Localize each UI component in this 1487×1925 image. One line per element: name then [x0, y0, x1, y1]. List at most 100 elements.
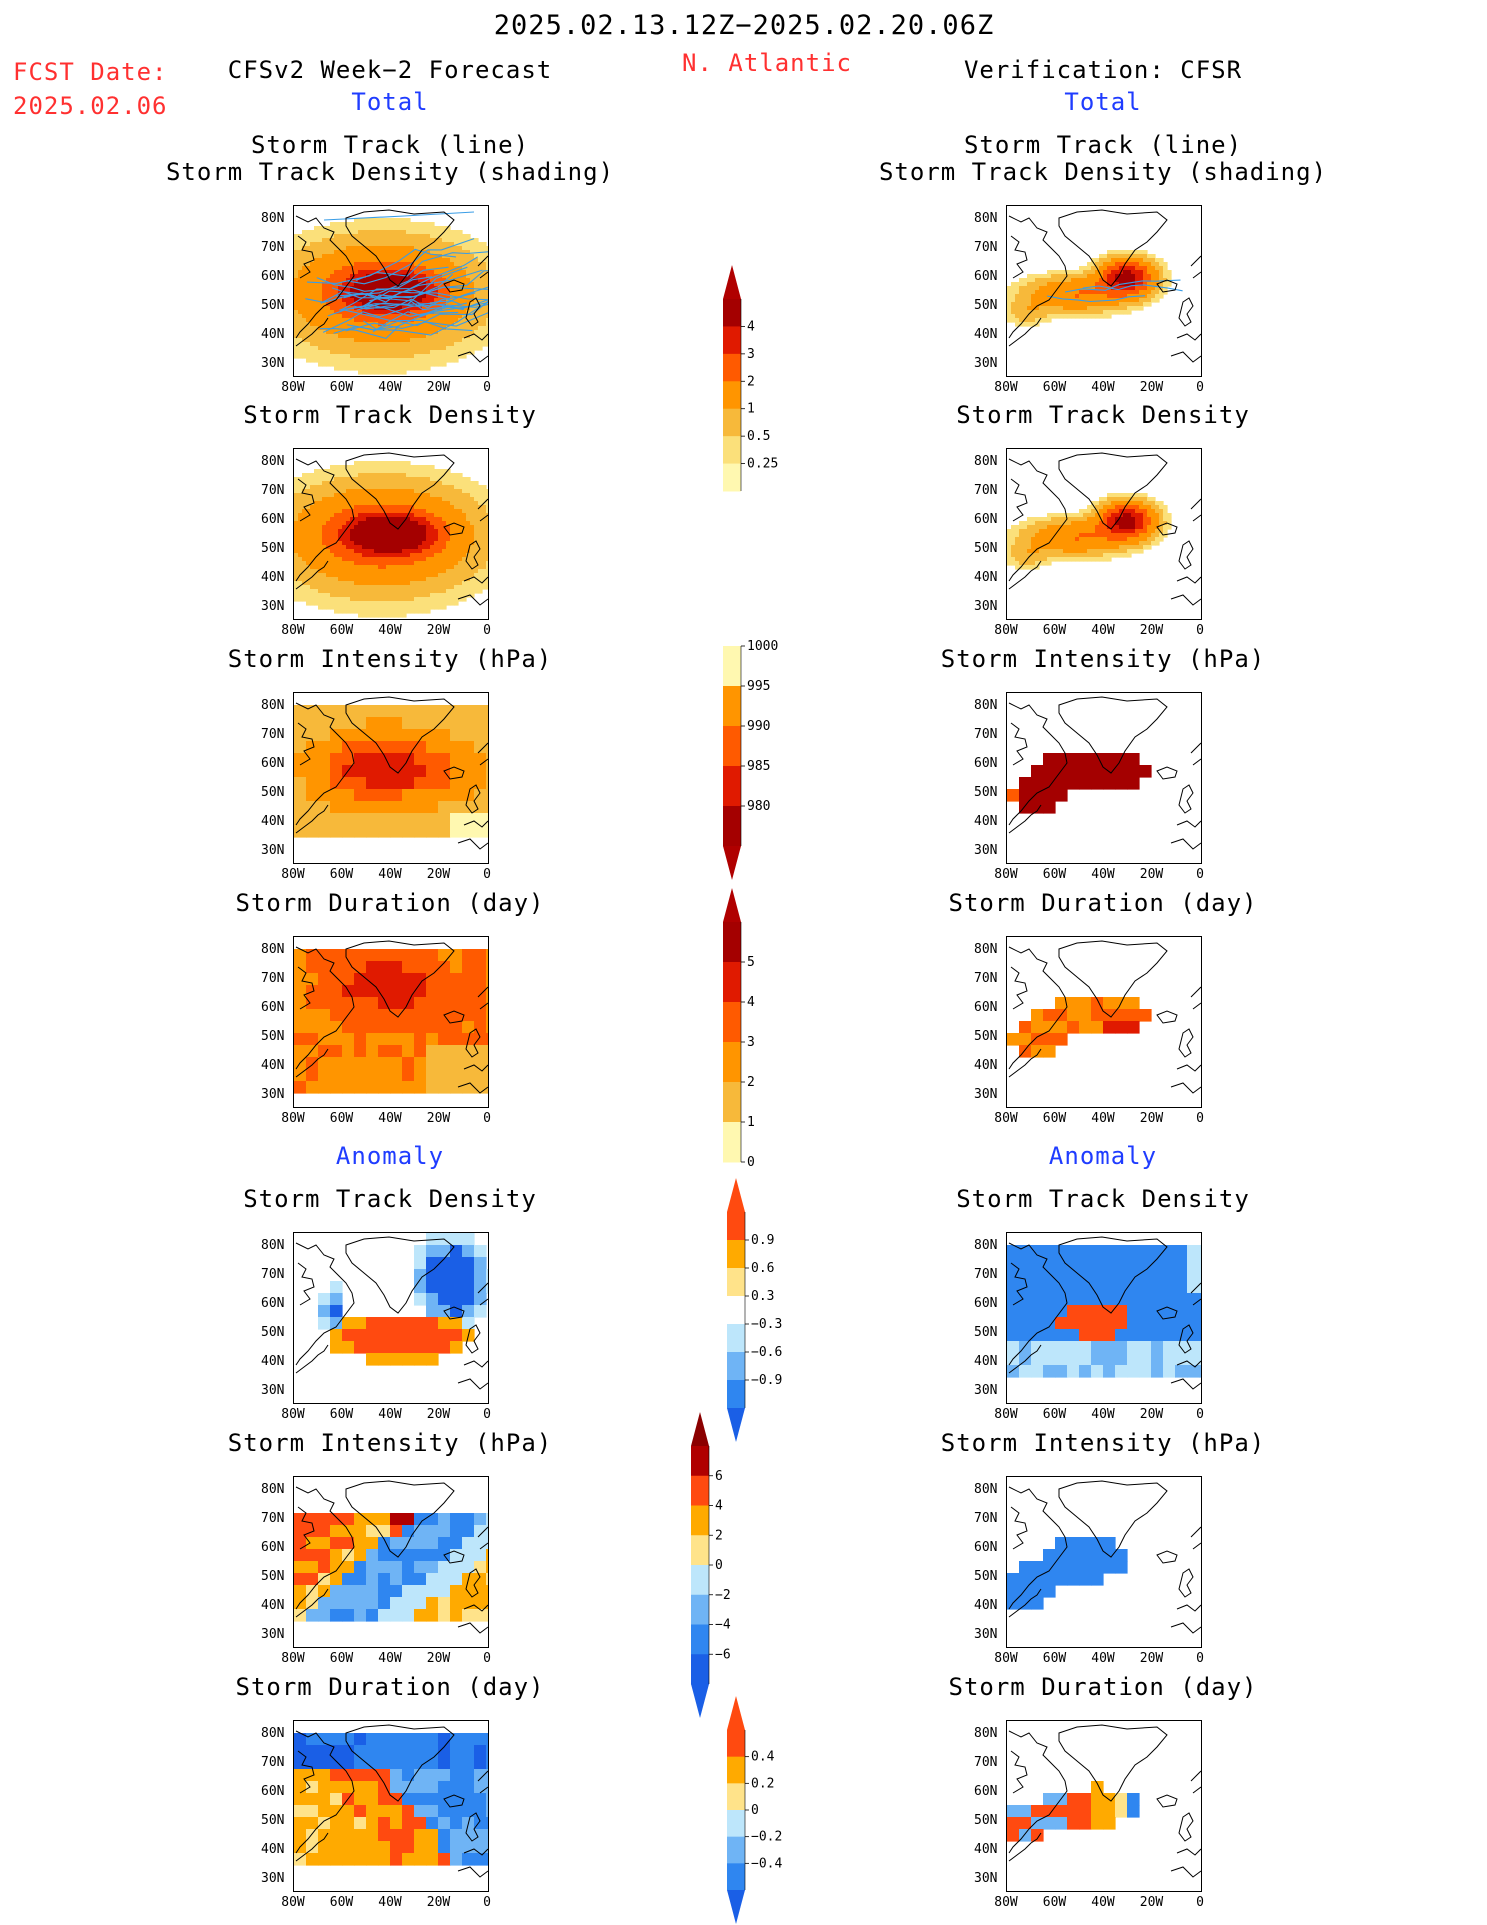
grid-cell: [318, 753, 331, 766]
grid-cell: [306, 537, 311, 542]
grid-cell: [1087, 549, 1092, 554]
grid-cell: [330, 246, 335, 251]
grid-cell: [462, 589, 467, 594]
grid-cell: [346, 505, 351, 510]
grid-cell: [438, 230, 443, 235]
grid-cell: [334, 242, 339, 247]
grid-cell: [374, 597, 379, 602]
grid-cell: [378, 557, 383, 562]
grid-cell: [386, 254, 391, 259]
grid-cell: [298, 274, 303, 279]
grid-cell: [366, 238, 371, 243]
grid-cell: [382, 525, 387, 530]
grid-cell: [318, 497, 323, 502]
grid-cell: [454, 589, 459, 594]
grid-cell: [322, 262, 327, 267]
grid-cell: [382, 585, 387, 590]
grid-cell: [354, 581, 359, 586]
grid-cell: [430, 521, 435, 526]
grid-cell: [1031, 561, 1036, 566]
grid-cell: [442, 505, 447, 510]
grid-cell: [334, 597, 339, 602]
grid-cell: [390, 489, 395, 494]
grid-cell: [446, 302, 451, 307]
grid-cell: [398, 222, 403, 227]
grid-cell: [370, 234, 375, 239]
grid-cell: [294, 302, 299, 307]
grid-cell: [442, 553, 447, 558]
grid-cell: [1119, 541, 1124, 546]
grid-cell: [370, 613, 375, 618]
grid-cell: [422, 537, 427, 542]
grid-cell: [454, 302, 459, 307]
grid-cell: [330, 346, 335, 351]
grid-cell: [446, 322, 451, 327]
grid-cell: [1015, 545, 1020, 550]
grid-cell: [366, 549, 371, 554]
grid-cell: [1063, 545, 1068, 550]
grid-cell: [306, 553, 311, 558]
grid-cell: [394, 322, 399, 327]
grid-cell: [322, 481, 327, 486]
grid-cell: [1131, 302, 1136, 307]
grid-cell: [450, 729, 463, 742]
grid-cell: [326, 294, 331, 299]
grid-cell: [466, 509, 471, 514]
grid-cell: [370, 274, 375, 279]
grid-cell: [386, 521, 391, 526]
grid-cell: [378, 354, 383, 359]
grid-cell: [334, 238, 339, 243]
grid-cell: [1035, 533, 1040, 538]
grid-cell: [1103, 286, 1108, 291]
grid-cell: [1119, 274, 1124, 279]
grid-cell: [382, 358, 387, 363]
grid-cell: [1007, 789, 1020, 802]
grid-cell: [398, 250, 403, 255]
grid-cell: [446, 473, 451, 478]
grid-cell: [370, 226, 375, 231]
grid-cell: [470, 505, 475, 510]
grid-cell: [462, 597, 467, 602]
grid-cell: [302, 290, 307, 295]
grid-cell: [410, 553, 415, 558]
grid-cell: [314, 250, 319, 255]
grid-cell: [338, 577, 343, 582]
grid-cell: [1107, 290, 1112, 295]
grid-cell: [378, 262, 383, 267]
grid-cell: [366, 366, 371, 371]
grid-cell: [394, 601, 399, 606]
grid-cell: [326, 605, 331, 610]
grid-cell: [1099, 509, 1104, 514]
grid-cell: [426, 561, 431, 566]
grid-cell: [410, 310, 415, 315]
grid-cell: [474, 505, 479, 510]
grid-cell: [362, 238, 367, 243]
grid-cell: [358, 537, 363, 542]
grid-cell: [466, 521, 471, 526]
grid-cell: [450, 525, 455, 530]
grid-cell: [298, 242, 303, 247]
grid-cell: [402, 489, 407, 494]
grid-cell: [374, 509, 379, 514]
grid-cell: [422, 234, 427, 239]
grid-cell: [402, 609, 407, 614]
grid-cell: [410, 473, 415, 478]
coastline: [1058, 452, 1168, 530]
grid-cell: [398, 350, 403, 355]
grid-cell: [386, 310, 391, 315]
grid-cell: [422, 481, 427, 486]
grid-cell: [326, 330, 331, 335]
coastline: [1170, 742, 1201, 850]
grid-cell: [294, 537, 299, 542]
grid-cell: [430, 477, 435, 482]
grid-cell: [1139, 258, 1144, 263]
grid-cell: [1131, 266, 1136, 271]
grid-cell: [322, 601, 327, 606]
grid-cell: [366, 569, 371, 574]
grid-cell: [358, 569, 363, 574]
grid-cell: [402, 549, 407, 554]
grid-cell: [450, 973, 463, 986]
grid-cell: [378, 477, 383, 482]
grid-cell: [1099, 497, 1104, 502]
grid-cell: [382, 222, 387, 227]
